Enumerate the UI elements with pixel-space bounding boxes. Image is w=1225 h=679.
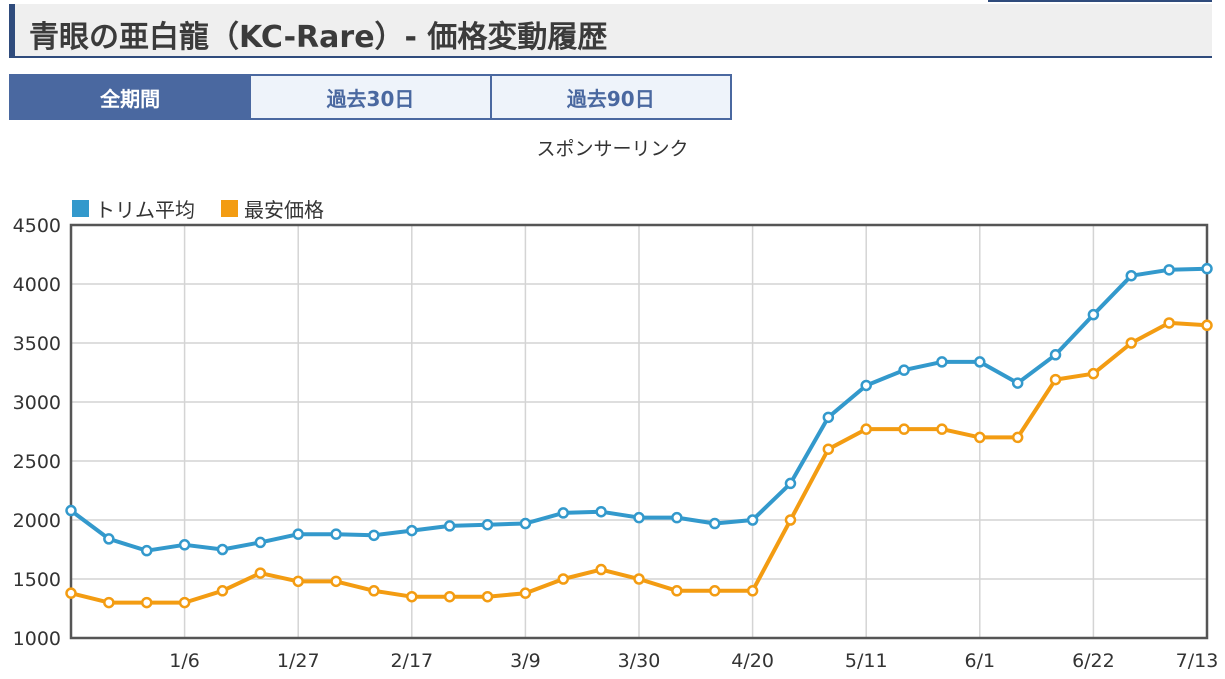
tab-all-period[interactable]: 全期間 xyxy=(11,76,250,118)
y-tick-label: 4500 xyxy=(13,215,61,237)
data-point-lowest-price xyxy=(633,573,645,585)
data-point-trim-average xyxy=(671,511,683,524)
data-point-trim-average xyxy=(443,520,456,532)
tab-past-90-days[interactable]: 過去90日 xyxy=(489,76,730,118)
data-point-lowest-price xyxy=(1125,337,1138,349)
data-point-lowest-price xyxy=(292,575,304,588)
data-point-trim-average xyxy=(178,539,191,551)
data-point-trim-average xyxy=(1087,308,1100,321)
data-point-trim-average xyxy=(330,528,342,540)
data-point-lowest-price xyxy=(254,567,267,579)
data-point-lowest-price xyxy=(936,423,948,435)
data-point-lowest-price xyxy=(822,443,835,455)
data-point-lowest-price xyxy=(1011,431,1024,444)
data-point-trim-average xyxy=(936,356,948,368)
data-point-lowest-price xyxy=(784,514,797,526)
data-point-lowest-price xyxy=(103,596,115,609)
data-point-trim-average xyxy=(1163,264,1175,276)
x-tick-label: 6/22 xyxy=(1072,650,1115,672)
y-tick-label: 1500 xyxy=(13,569,61,591)
data-point-trim-average xyxy=(633,511,645,524)
data-point-lowest-price xyxy=(708,585,721,597)
legend-label-trim-average: トリム平均 xyxy=(95,198,195,222)
data-point-lowest-price xyxy=(974,431,986,444)
y-tick-label: 2000 xyxy=(13,510,61,532)
data-point-trim-average xyxy=(1125,269,1138,282)
y-tick-label: 4000 xyxy=(13,274,61,296)
data-point-lowest-price xyxy=(140,596,153,609)
data-point-lowest-price xyxy=(898,423,910,435)
data-point-trim-average xyxy=(1011,377,1024,389)
y-tick-label: 2500 xyxy=(13,451,61,473)
data-point-trim-average xyxy=(822,411,835,424)
data-point-lowest-price xyxy=(1163,317,1175,329)
data-point-lowest-price xyxy=(1087,367,1100,380)
chart-legend: トリム平均 最安価格 xyxy=(72,194,350,223)
data-point-lowest-price xyxy=(481,590,494,603)
legend-item-trim-average[interactable]: トリム平均 xyxy=(72,194,195,223)
data-point-trim-average xyxy=(746,514,759,526)
data-point-trim-average xyxy=(140,544,153,557)
x-tick-label: 3/9 xyxy=(510,650,541,672)
data-point-lowest-price xyxy=(65,587,77,599)
data-point-lowest-price xyxy=(443,590,456,603)
data-point-lowest-price xyxy=(860,423,872,435)
data-point-lowest-price xyxy=(557,573,570,585)
data-point-trim-average xyxy=(557,507,570,519)
sponsor-link-label: スポンサーリンク xyxy=(536,138,689,160)
data-point-trim-average xyxy=(406,524,418,537)
data-point-lowest-price xyxy=(406,590,418,603)
x-tick-label: 3/30 xyxy=(618,650,661,672)
legend-label-lowest-price: 最安価格 xyxy=(244,198,324,222)
legend-swatch-lowest-price xyxy=(221,200,238,217)
y-tick-label: 1000 xyxy=(13,628,61,650)
data-point-trim-average xyxy=(368,529,380,542)
y-tick-label: 3500 xyxy=(13,333,61,355)
data-point-lowest-price xyxy=(368,585,380,597)
legend-item-lowest-price[interactable]: 最安価格 xyxy=(221,194,324,223)
data-point-trim-average xyxy=(860,379,872,392)
data-point-trim-average xyxy=(1049,349,1062,361)
data-point-lowest-price xyxy=(671,585,683,597)
x-tick-label: 4/20 xyxy=(731,650,774,672)
x-tick-label: 7/13 xyxy=(1176,650,1219,672)
x-tick-label: 1/6 xyxy=(169,650,200,672)
data-point-trim-average xyxy=(519,517,532,530)
data-point-trim-average xyxy=(708,517,721,530)
data-point-trim-average xyxy=(481,518,494,531)
data-point-trim-average xyxy=(974,356,986,368)
x-tick-label: 6/1 xyxy=(965,650,996,672)
plot-border xyxy=(69,223,1209,640)
data-point-lowest-price xyxy=(178,596,191,609)
y-tick-label: 3000 xyxy=(13,392,61,414)
legend-swatch-trim-average xyxy=(72,200,89,217)
data-point-trim-average xyxy=(1201,262,1213,275)
x-tick-label: 5/11 xyxy=(845,650,888,672)
data-point-trim-average xyxy=(898,364,910,376)
tab-past-30-days[interactable]: 過去30日 xyxy=(249,76,490,118)
data-point-lowest-price xyxy=(330,575,342,588)
period-tabs: 全期間 過去30日 過去90日 xyxy=(9,74,732,120)
data-point-lowest-price xyxy=(1049,373,1062,386)
data-point-lowest-price xyxy=(746,585,759,597)
data-point-trim-average xyxy=(254,536,267,549)
data-point-lowest-price xyxy=(216,585,229,597)
data-point-trim-average xyxy=(103,533,115,545)
x-tick-label: 1/27 xyxy=(277,650,320,672)
x-tick-label: 2/17 xyxy=(390,650,433,672)
data-point-lowest-price xyxy=(519,587,532,599)
data-point-trim-average xyxy=(292,528,304,540)
data-point-lowest-price xyxy=(1201,319,1213,332)
top-accent-line xyxy=(988,0,1212,2)
data-point-lowest-price xyxy=(595,563,607,576)
data-point-trim-average xyxy=(216,543,229,556)
page-title: 青眼の亜白龍（KC-Rare）- 価格変動履歴 xyxy=(29,20,608,55)
data-point-trim-average xyxy=(595,505,607,518)
data-point-trim-average xyxy=(784,477,797,490)
title-bar: 青眼の亜白龍（KC-Rare）- 価格変動履歴 xyxy=(9,4,1212,58)
data-point-trim-average xyxy=(65,504,77,517)
